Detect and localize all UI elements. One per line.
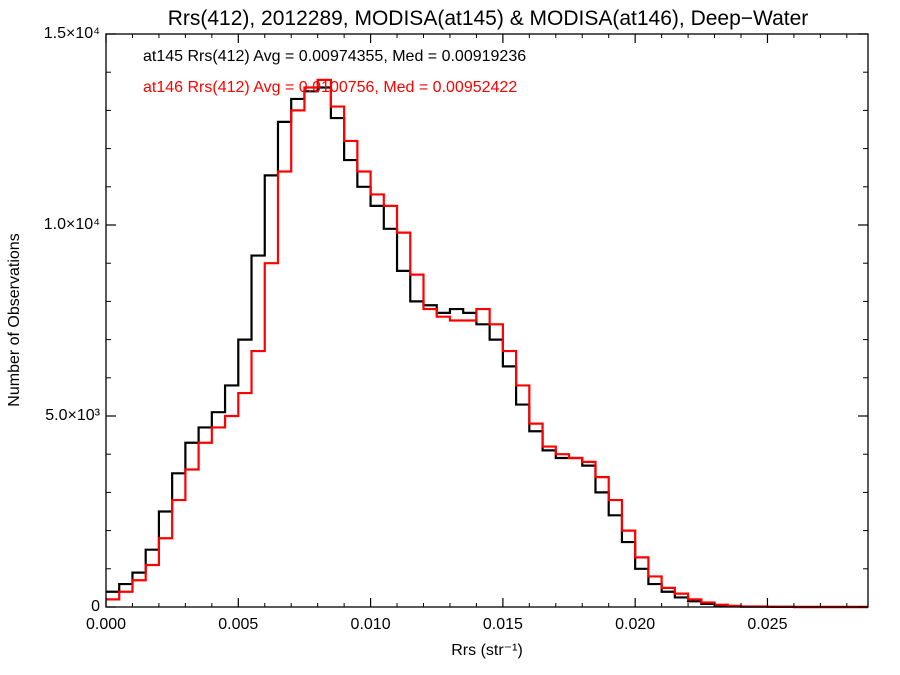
x-tick-label: 0.025 (747, 616, 787, 633)
x-tick-label: 0.010 (351, 616, 391, 633)
plot-frame (105, 33, 869, 608)
x-tick-label: 0.005 (218, 616, 258, 633)
y-tick-label: 1.5×10⁴ (44, 25, 100, 42)
y-tick-label: 5.0×10³ (45, 407, 100, 424)
x-tick-label: 0.000 (86, 616, 126, 633)
legend-at145: at145 Rrs(412) Avg = 0.00974355, Med = 0… (143, 48, 526, 65)
y-axis-label: Number of Observations (6, 233, 23, 406)
x-tick-label: 0.020 (615, 616, 655, 633)
chart-title: Rrs(412), 2012289, MODISA(at145) & MODIS… (168, 7, 809, 30)
series-layer (106, 78, 868, 609)
y-tick-label: 0 (91, 598, 100, 615)
series-line-at145 (106, 86, 868, 609)
legend-at146: at146 Rrs(412) Avg = 0.0100756, Med = 0.… (143, 79, 517, 96)
series-line-at146 (106, 78, 868, 609)
x-tick-label: 0.015 (483, 616, 523, 633)
x-axis-label: Rrs (str⁻¹) (451, 642, 523, 659)
y-tick-label: 1.0×10⁴ (44, 216, 100, 233)
ticks-layer: 0.000 0.005 0.010 0.015 0.020 0.025 0 5.0×10³ 1.… (44, 25, 868, 633)
